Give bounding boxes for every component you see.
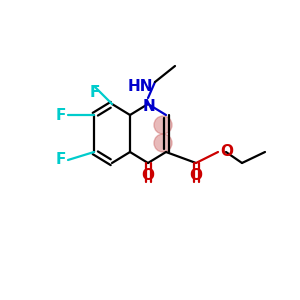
Text: O: O bbox=[220, 143, 233, 158]
Text: O: O bbox=[142, 168, 154, 183]
Text: F: F bbox=[90, 85, 100, 100]
Circle shape bbox=[154, 134, 172, 152]
Circle shape bbox=[154, 116, 172, 134]
Text: O: O bbox=[190, 168, 202, 183]
Text: N: N bbox=[142, 99, 155, 114]
Text: HN: HN bbox=[128, 79, 153, 94]
Text: F: F bbox=[56, 152, 66, 167]
Text: F: F bbox=[56, 107, 66, 122]
